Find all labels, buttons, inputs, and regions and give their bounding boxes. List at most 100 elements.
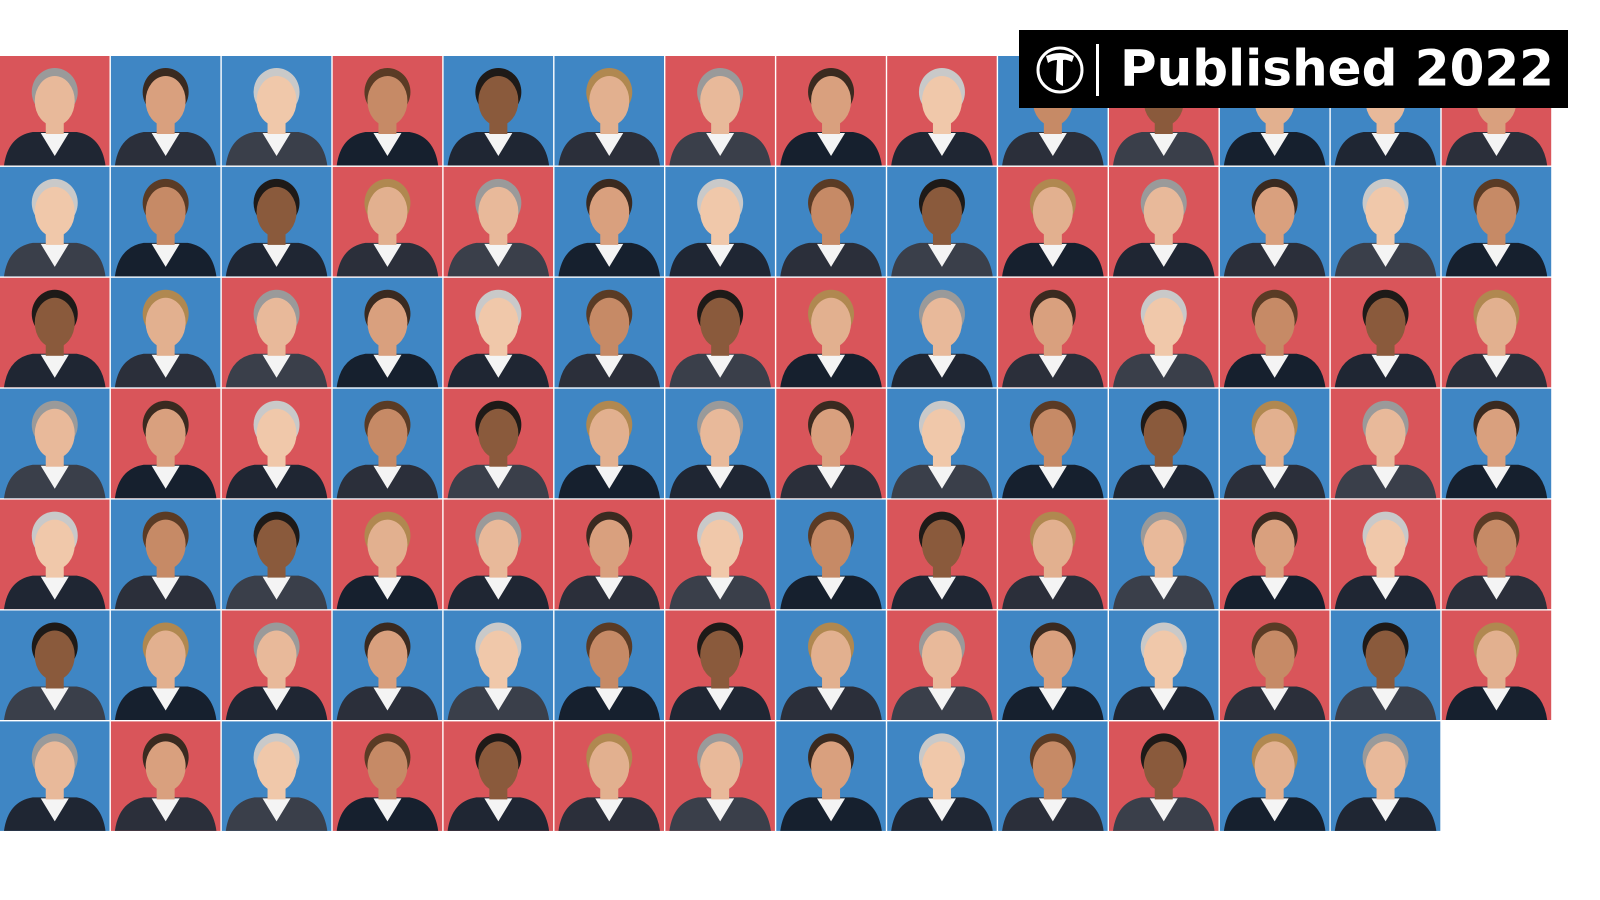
face (1254, 630, 1295, 681)
collar (484, 243, 513, 267)
portrait-tile (332, 388, 443, 499)
portrait-tile (998, 388, 1108, 499)
collar (151, 243, 180, 267)
face (478, 297, 519, 348)
face (478, 519, 519, 570)
portrait-tile (0, 610, 110, 720)
portrait-tile (1219, 277, 1330, 388)
face (589, 297, 630, 348)
face (1143, 186, 1184, 237)
collar (484, 798, 513, 822)
collar (1482, 687, 1511, 711)
collar (706, 243, 735, 267)
portrait-tile (1441, 388, 1552, 499)
portrait-tile (221, 56, 332, 166)
portrait-tile (332, 610, 443, 720)
collar (1260, 465, 1289, 489)
face (811, 408, 852, 459)
face (1032, 408, 1073, 459)
collar (1038, 687, 1067, 711)
nyt-logo (1036, 46, 1084, 94)
collar (706, 133, 735, 156)
collar (595, 798, 624, 822)
collar (1149, 687, 1178, 711)
portrait-tile (1109, 721, 1219, 831)
portrait-tile (1441, 610, 1552, 720)
portrait-tile (332, 56, 443, 166)
portrait-tile (443, 721, 554, 831)
face (811, 297, 852, 348)
face (34, 519, 75, 570)
face (34, 186, 75, 237)
face (700, 297, 741, 348)
portrait-tile (332, 721, 443, 831)
portrait-tile (887, 56, 997, 166)
collar (262, 243, 291, 267)
face (145, 186, 186, 237)
face (367, 741, 408, 792)
portrait-tile (1330, 277, 1441, 388)
portrait-tile (110, 56, 221, 166)
collar (1371, 465, 1400, 489)
face (811, 186, 852, 237)
collar (40, 133, 69, 156)
portrait-tile (998, 610, 1108, 720)
face (256, 741, 297, 792)
collar (484, 133, 513, 156)
face (1365, 186, 1406, 237)
collar (1371, 687, 1400, 711)
collar (40, 687, 69, 711)
face (921, 741, 962, 792)
collar (817, 465, 846, 489)
face (1476, 186, 1517, 237)
portrait-tile (665, 499, 775, 610)
collar (484, 687, 513, 711)
portrait-tile (1330, 499, 1441, 610)
face (367, 408, 408, 459)
portrait-tile (332, 277, 443, 388)
face (1476, 408, 1517, 459)
collar (595, 243, 624, 267)
portrait-tile (554, 499, 664, 610)
face (1143, 408, 1184, 459)
face (1254, 297, 1295, 348)
collar (1482, 465, 1511, 489)
portrait-tile (554, 610, 664, 720)
face (256, 297, 297, 348)
portrait-tile (665, 721, 775, 831)
face (34, 76, 75, 126)
portrait-tile (221, 388, 332, 499)
face (1365, 741, 1406, 792)
portrait-tile (887, 610, 997, 720)
portrait-tile (554, 721, 664, 831)
face (34, 741, 75, 792)
portrait-tile (998, 277, 1108, 388)
face (34, 408, 75, 459)
portrait-tile (887, 499, 997, 610)
portrait-tile (1219, 721, 1330, 831)
face (700, 519, 741, 570)
face (1032, 630, 1073, 681)
collar (151, 465, 180, 489)
collar (1260, 576, 1289, 600)
face (478, 186, 519, 237)
collar (484, 354, 513, 378)
face (34, 297, 75, 348)
face (811, 741, 852, 792)
collar (1482, 133, 1511, 156)
face (921, 630, 962, 681)
face (700, 186, 741, 237)
face (367, 186, 408, 237)
face (478, 408, 519, 459)
face (1254, 519, 1295, 570)
collar (151, 576, 180, 600)
portrait-tile (1330, 166, 1441, 277)
collar (1038, 243, 1067, 267)
collar (1371, 576, 1400, 600)
face (478, 76, 519, 126)
portrait-tile (887, 721, 997, 831)
face (1365, 630, 1406, 681)
face (1143, 630, 1184, 681)
portrait-tile (1219, 388, 1330, 499)
portrait-tile (110, 277, 221, 388)
